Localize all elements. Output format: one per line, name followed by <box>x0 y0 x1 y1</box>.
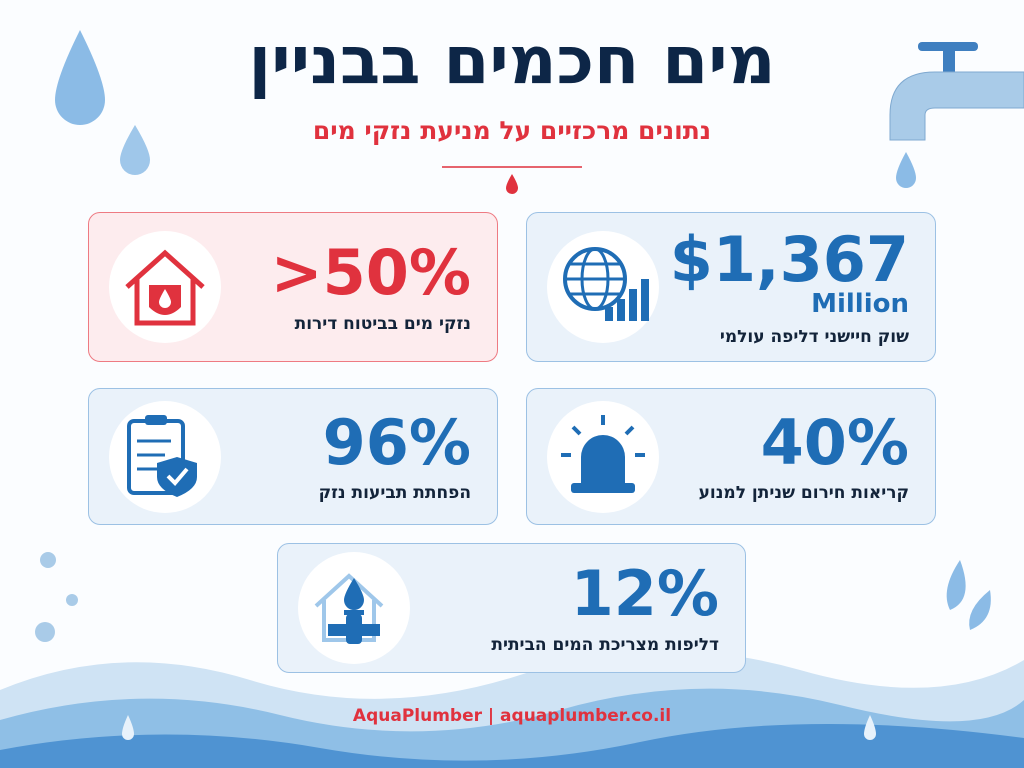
footer: AquaPlumber | aquaplumber.co.il <box>352 706 672 726</box>
title: מים חכמים בבניין <box>248 22 776 99</box>
stat-value: >50% <box>270 236 471 310</box>
stat-unit: Million <box>811 288 909 319</box>
subtitle: נתונים מרכזיים על מניעת נזקי מים <box>312 116 712 145</box>
bubble <box>66 594 78 606</box>
stat-card: 40% קריאות חירום שניתן למנוע <box>526 388 936 525</box>
clipboard-icon <box>109 400 221 513</box>
siren-icon <box>547 400 659 513</box>
faucet <box>889 71 1024 141</box>
stat-card: $1,367 Million שוק חיישני דליפה עולמי <box>526 212 936 362</box>
stat-label: קריאות חירום שניתן למנוע <box>698 483 909 504</box>
stat-value: 96% <box>322 405 471 479</box>
stat-value: 12% <box>570 557 719 631</box>
divider-drop <box>506 174 518 194</box>
stat-card: 96% הפחתת תביעות נזק <box>88 388 498 525</box>
stat-value: 40% <box>760 405 909 479</box>
stat-value: $1,367 <box>669 223 909 297</box>
faucet <box>943 50 955 72</box>
stat-label: נזקי מים בביטוח דירות <box>294 313 471 334</box>
wave <box>0 723 1024 768</box>
stat-label: שוק חיישני דליפה עולמי <box>719 326 909 347</box>
stat-card: 12% דליפות מצריכת המים הביתית <box>277 543 746 673</box>
globe-icon <box>547 231 659 343</box>
bubble <box>40 552 56 568</box>
stat-label: הפחתת תביעות נזק <box>318 483 471 504</box>
stat-card: >50% נזקי מים בביטוח דירות <box>88 212 498 362</box>
stat-label: דליפות מצריכת המים הביתית <box>491 634 719 655</box>
drop <box>55 30 105 125</box>
pipe-icon <box>298 552 410 664</box>
drop <box>120 125 150 175</box>
drop <box>896 152 916 188</box>
house-icon <box>109 231 221 343</box>
bubble <box>35 622 55 642</box>
faucet <box>918 42 978 51</box>
splash <box>946 560 991 630</box>
